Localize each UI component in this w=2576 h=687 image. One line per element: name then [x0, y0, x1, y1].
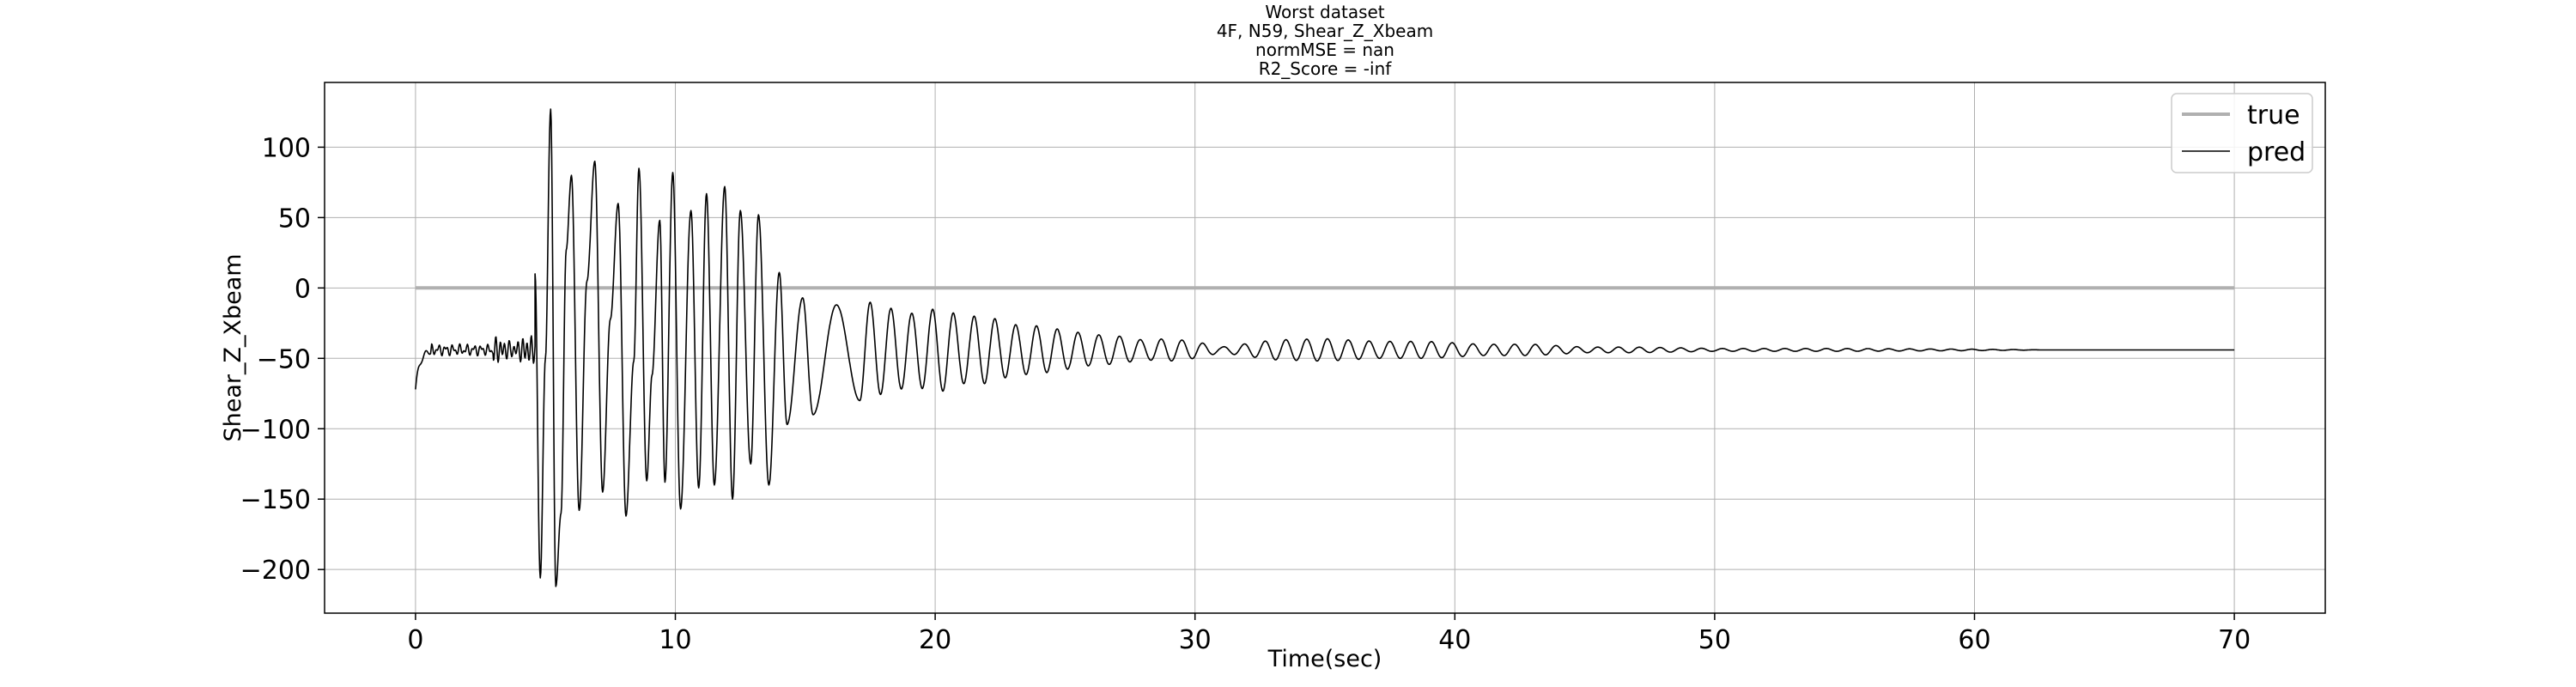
title-line-4: R2_Score = -inf — [1259, 58, 1393, 79]
plot-area-frame — [324, 82, 2326, 614]
title-line-2: 4F, N59, Shear_Z_Xbeam — [1217, 21, 1433, 41]
title-line-3: normMSE = nan — [1255, 40, 1394, 60]
y-tick-label: −150 — [240, 485, 311, 515]
y-tick-label: 100 — [262, 133, 311, 163]
y-tick-label: −200 — [240, 556, 311, 586]
y-axis-ticks: 100 50 0 −50 −100 −150 −200 — [240, 133, 325, 586]
x-axis-label: Time(sec) — [1267, 646, 1382, 672]
x-tick-label: 70 — [2218, 625, 2251, 655]
x-tick-label: 10 — [659, 625, 691, 655]
series-line-pred — [415, 108, 2235, 587]
x-tick-label: 30 — [1179, 625, 1212, 655]
y-axis-label: Shear_Z_Xbeam — [220, 253, 246, 441]
legend-label-pred: pred — [2247, 137, 2306, 167]
x-tick-label: 0 — [407, 625, 423, 655]
title-line-1: Worst dataset — [1265, 2, 1384, 22]
y-tick-label: −100 — [240, 415, 311, 445]
x-tick-label: 20 — [919, 625, 951, 655]
legend: true pred — [2171, 93, 2313, 173]
x-tick-label: 40 — [1438, 625, 1471, 655]
x-tick-label: 60 — [1958, 625, 1990, 655]
grid-lines — [325, 82, 2325, 613]
y-tick-label: 0 — [295, 274, 311, 304]
legend-label-true: true — [2247, 100, 2300, 131]
chart-title: Worst dataset 4F, N59, Shear_Z_Xbeam nor… — [1217, 2, 1433, 79]
y-tick-label: −50 — [257, 344, 311, 374]
y-tick-label: 50 — [278, 204, 311, 234]
x-axis-ticks: 0 10 20 30 40 50 60 70 — [407, 613, 2251, 655]
series-layer — [415, 108, 2235, 587]
x-tick-label: 50 — [1698, 625, 1731, 655]
